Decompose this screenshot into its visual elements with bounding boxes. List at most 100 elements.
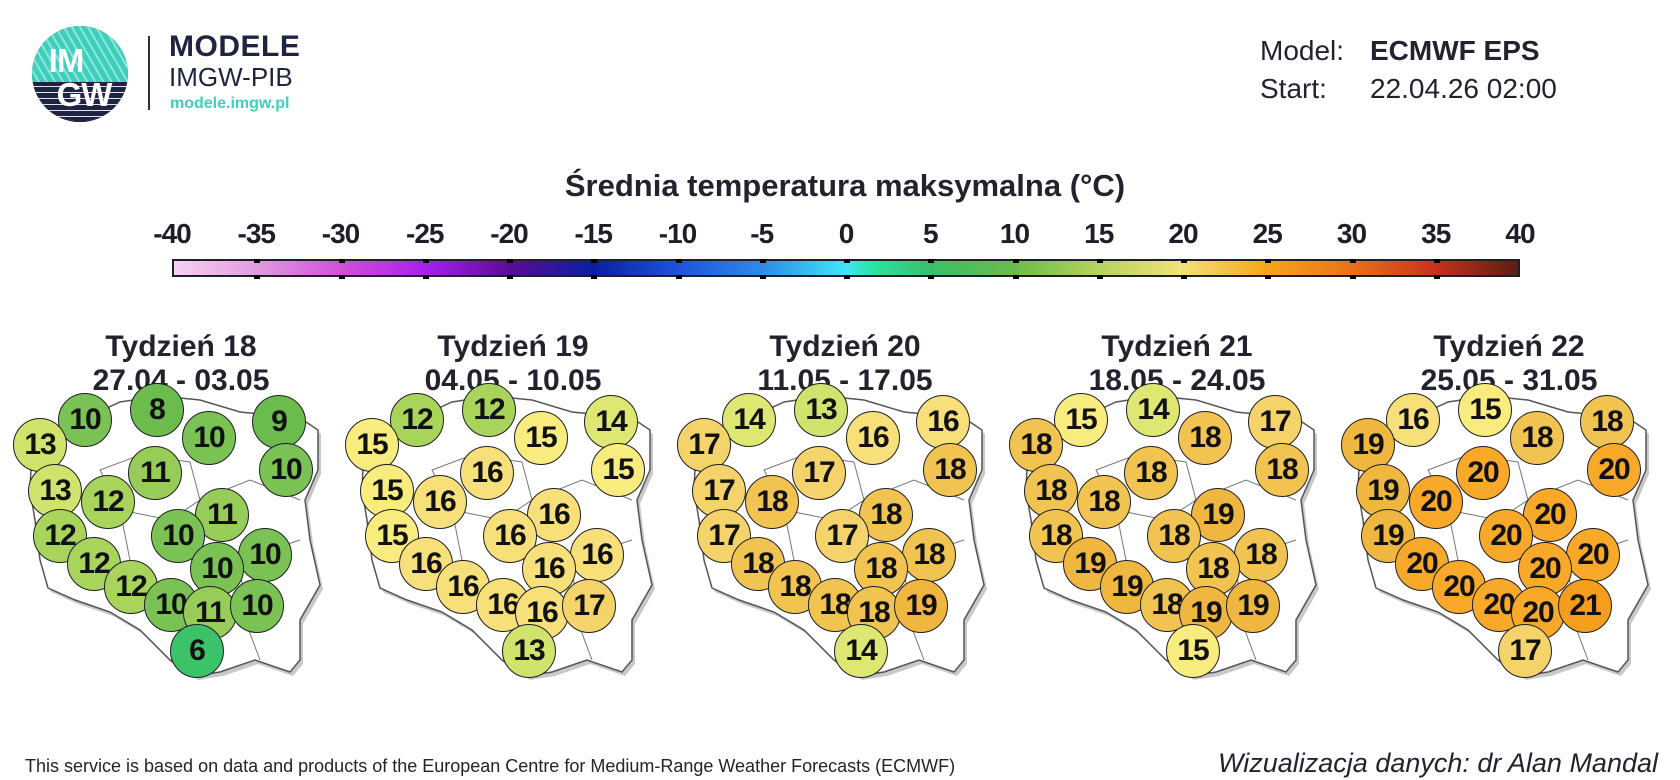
temperature-marker: 17 <box>677 418 731 472</box>
temperature-marker: 14 <box>584 395 638 449</box>
logo-divider <box>148 36 150 110</box>
week-label: Tydzień 20 <box>769 330 921 363</box>
temperature-marker: 20 <box>1511 586 1565 640</box>
colorbar-tick-mark <box>254 259 261 263</box>
temperature-marker: 13 <box>28 464 82 518</box>
temperature-marker: 11 <box>128 446 182 500</box>
colorbar-tick-mark <box>1433 259 1440 263</box>
colorbar-tick-mark <box>507 275 513 279</box>
temperature-marker: 18 <box>1077 475 1131 529</box>
colorbar-tick-label: 20 <box>1168 218 1198 249</box>
colorbar-tick-mark <box>507 259 513 263</box>
temperature-marker: 15 <box>1166 624 1220 678</box>
temperature-marker: 15 <box>591 443 645 497</box>
temperature-marker: 18 <box>1147 509 1201 563</box>
temperature-marker: 12 <box>67 537 121 591</box>
colorbar-tick-mark <box>1181 259 1187 263</box>
week-label: Tydzień 21 <box>1101 330 1253 363</box>
colorbar-tick-mark <box>759 259 766 263</box>
temperature-marker: 20 <box>1409 475 1463 529</box>
date-range: 04.05 - 10.05 <box>424 364 602 397</box>
temperature-marker: 16 <box>413 475 467 529</box>
colorbar-tick-mark <box>675 259 682 263</box>
temperature-marker: 20 <box>1472 578 1526 632</box>
logo-hatched-top <box>32 26 128 82</box>
date-range: 18.05 - 24.05 <box>1088 364 1266 397</box>
colorbar-tick-label: -15 <box>574 218 613 249</box>
temperature-marker: 18 <box>1234 528 1288 582</box>
logo-striped-bottom <box>32 85 128 122</box>
colorbar-tick-mark <box>844 275 850 279</box>
temperature-marker: 16 <box>399 537 453 591</box>
colorbar-tick-label: 5 <box>922 218 939 249</box>
temperature-marker: 18 <box>1580 395 1634 449</box>
colorbar-tick-mark <box>422 275 429 279</box>
colorbar-tick-label: 40 <box>1505 218 1535 249</box>
temperature-marker: 6 <box>170 624 224 678</box>
start-label: Start: <box>1260 73 1327 104</box>
temperature-marker: 10 <box>259 443 313 497</box>
panel-title-week-20: Tydzień 20 11.05 - 17.05 <box>695 330 995 398</box>
temperature-marker: 14 <box>1126 383 1180 437</box>
temperature-marker: 16 <box>570 528 624 582</box>
panel-title-week-18: Tydzień 18 27.04 - 03.05 <box>31 330 331 398</box>
temperature-marker: 15 <box>1458 383 1512 437</box>
temperature-marker: 13 <box>502 624 556 678</box>
colorbar-tick-label: -5 <box>750 218 774 249</box>
temperature-marker: 19 <box>1226 579 1280 633</box>
temperature-marker: 13 <box>13 418 67 472</box>
temperature-marker: 15 <box>1054 393 1108 447</box>
temperature-marker: 18 <box>902 528 956 582</box>
week-label: Tydzień 18 <box>105 330 257 363</box>
temperature-marker: 21 <box>1558 579 1612 633</box>
colorbar-tick-mark <box>1265 259 1272 263</box>
temperature-marker: 17 <box>1498 624 1552 678</box>
temperature-marker: 20 <box>1456 446 1510 500</box>
colorbar-tick-mark <box>422 259 429 263</box>
temperature-marker: 12 <box>81 475 135 529</box>
model-label: Model: <box>1260 35 1345 66</box>
temperature-marker: 18 <box>1255 443 1309 497</box>
temperature-marker: 19 <box>1341 418 1395 472</box>
colorbar-tick-mark <box>844 259 850 263</box>
colorbar-tick-mark <box>1096 275 1103 279</box>
temperature-marker: 10 <box>182 411 236 465</box>
logo-text-bottom: GW <box>56 76 113 113</box>
temperature-marker: 18 <box>1024 464 1078 518</box>
colorbar-tick-label: 0 <box>838 218 855 249</box>
colorbar-tick-mark <box>759 275 766 279</box>
colorbar-tick-label: -10 <box>658 218 697 249</box>
colorbar-tick-label: 30 <box>1336 218 1367 249</box>
temperature-marker: 8 <box>130 383 184 437</box>
colorbar-tick-label: -25 <box>406 218 444 249</box>
logo-text-top: IM <box>48 42 85 79</box>
colorbar-tick-mark <box>1096 259 1103 263</box>
temperature-marker: 20 <box>1587 443 1641 497</box>
visualization-credit: Wizualizacja danych: dr Alan Mandal <box>1218 748 1658 778</box>
colorbar-tick-mark <box>928 275 935 279</box>
temperature-marker: 16 <box>527 488 581 542</box>
temperature-marker: 10 <box>58 393 112 447</box>
temperature-marker: 16 <box>916 395 970 449</box>
colorbar-tick-label: -30 <box>321 218 360 249</box>
colorbar-tick-mark <box>1349 259 1356 263</box>
colorbar-tick-label: -40 <box>153 218 191 249</box>
temperature-marker: 17 <box>1248 395 1302 449</box>
temperature-marker: 16 <box>1386 393 1440 447</box>
colorbar-tick-mark <box>1181 275 1187 279</box>
model-info: Model: ECMWF EPS Start: 22.04.26 02:00 <box>1260 32 1557 108</box>
temperature-marker: 17 <box>692 464 746 518</box>
model-value: ECMWF EPS <box>1370 35 1540 66</box>
colorbar-tick-label: -20 <box>490 218 528 249</box>
temperature-marker: 9 <box>252 395 306 449</box>
panel-title-week-21: Tydzień 21 18.05 - 24.05 <box>1027 330 1327 398</box>
temperature-marker: 18 <box>923 443 977 497</box>
chart-title: Średnia temperatura maksymalna (°C) <box>564 168 1126 203</box>
colorbar-tick-mark <box>1433 275 1440 279</box>
temperature-marker: 16 <box>436 560 490 614</box>
colorbar-tick-mark <box>591 275 598 279</box>
temperature-marker: 15 <box>514 411 568 465</box>
temperature-marker: 18 <box>1124 446 1178 500</box>
temperature-marker: 13 <box>794 383 848 437</box>
temperature-marker: 10 <box>144 578 198 632</box>
